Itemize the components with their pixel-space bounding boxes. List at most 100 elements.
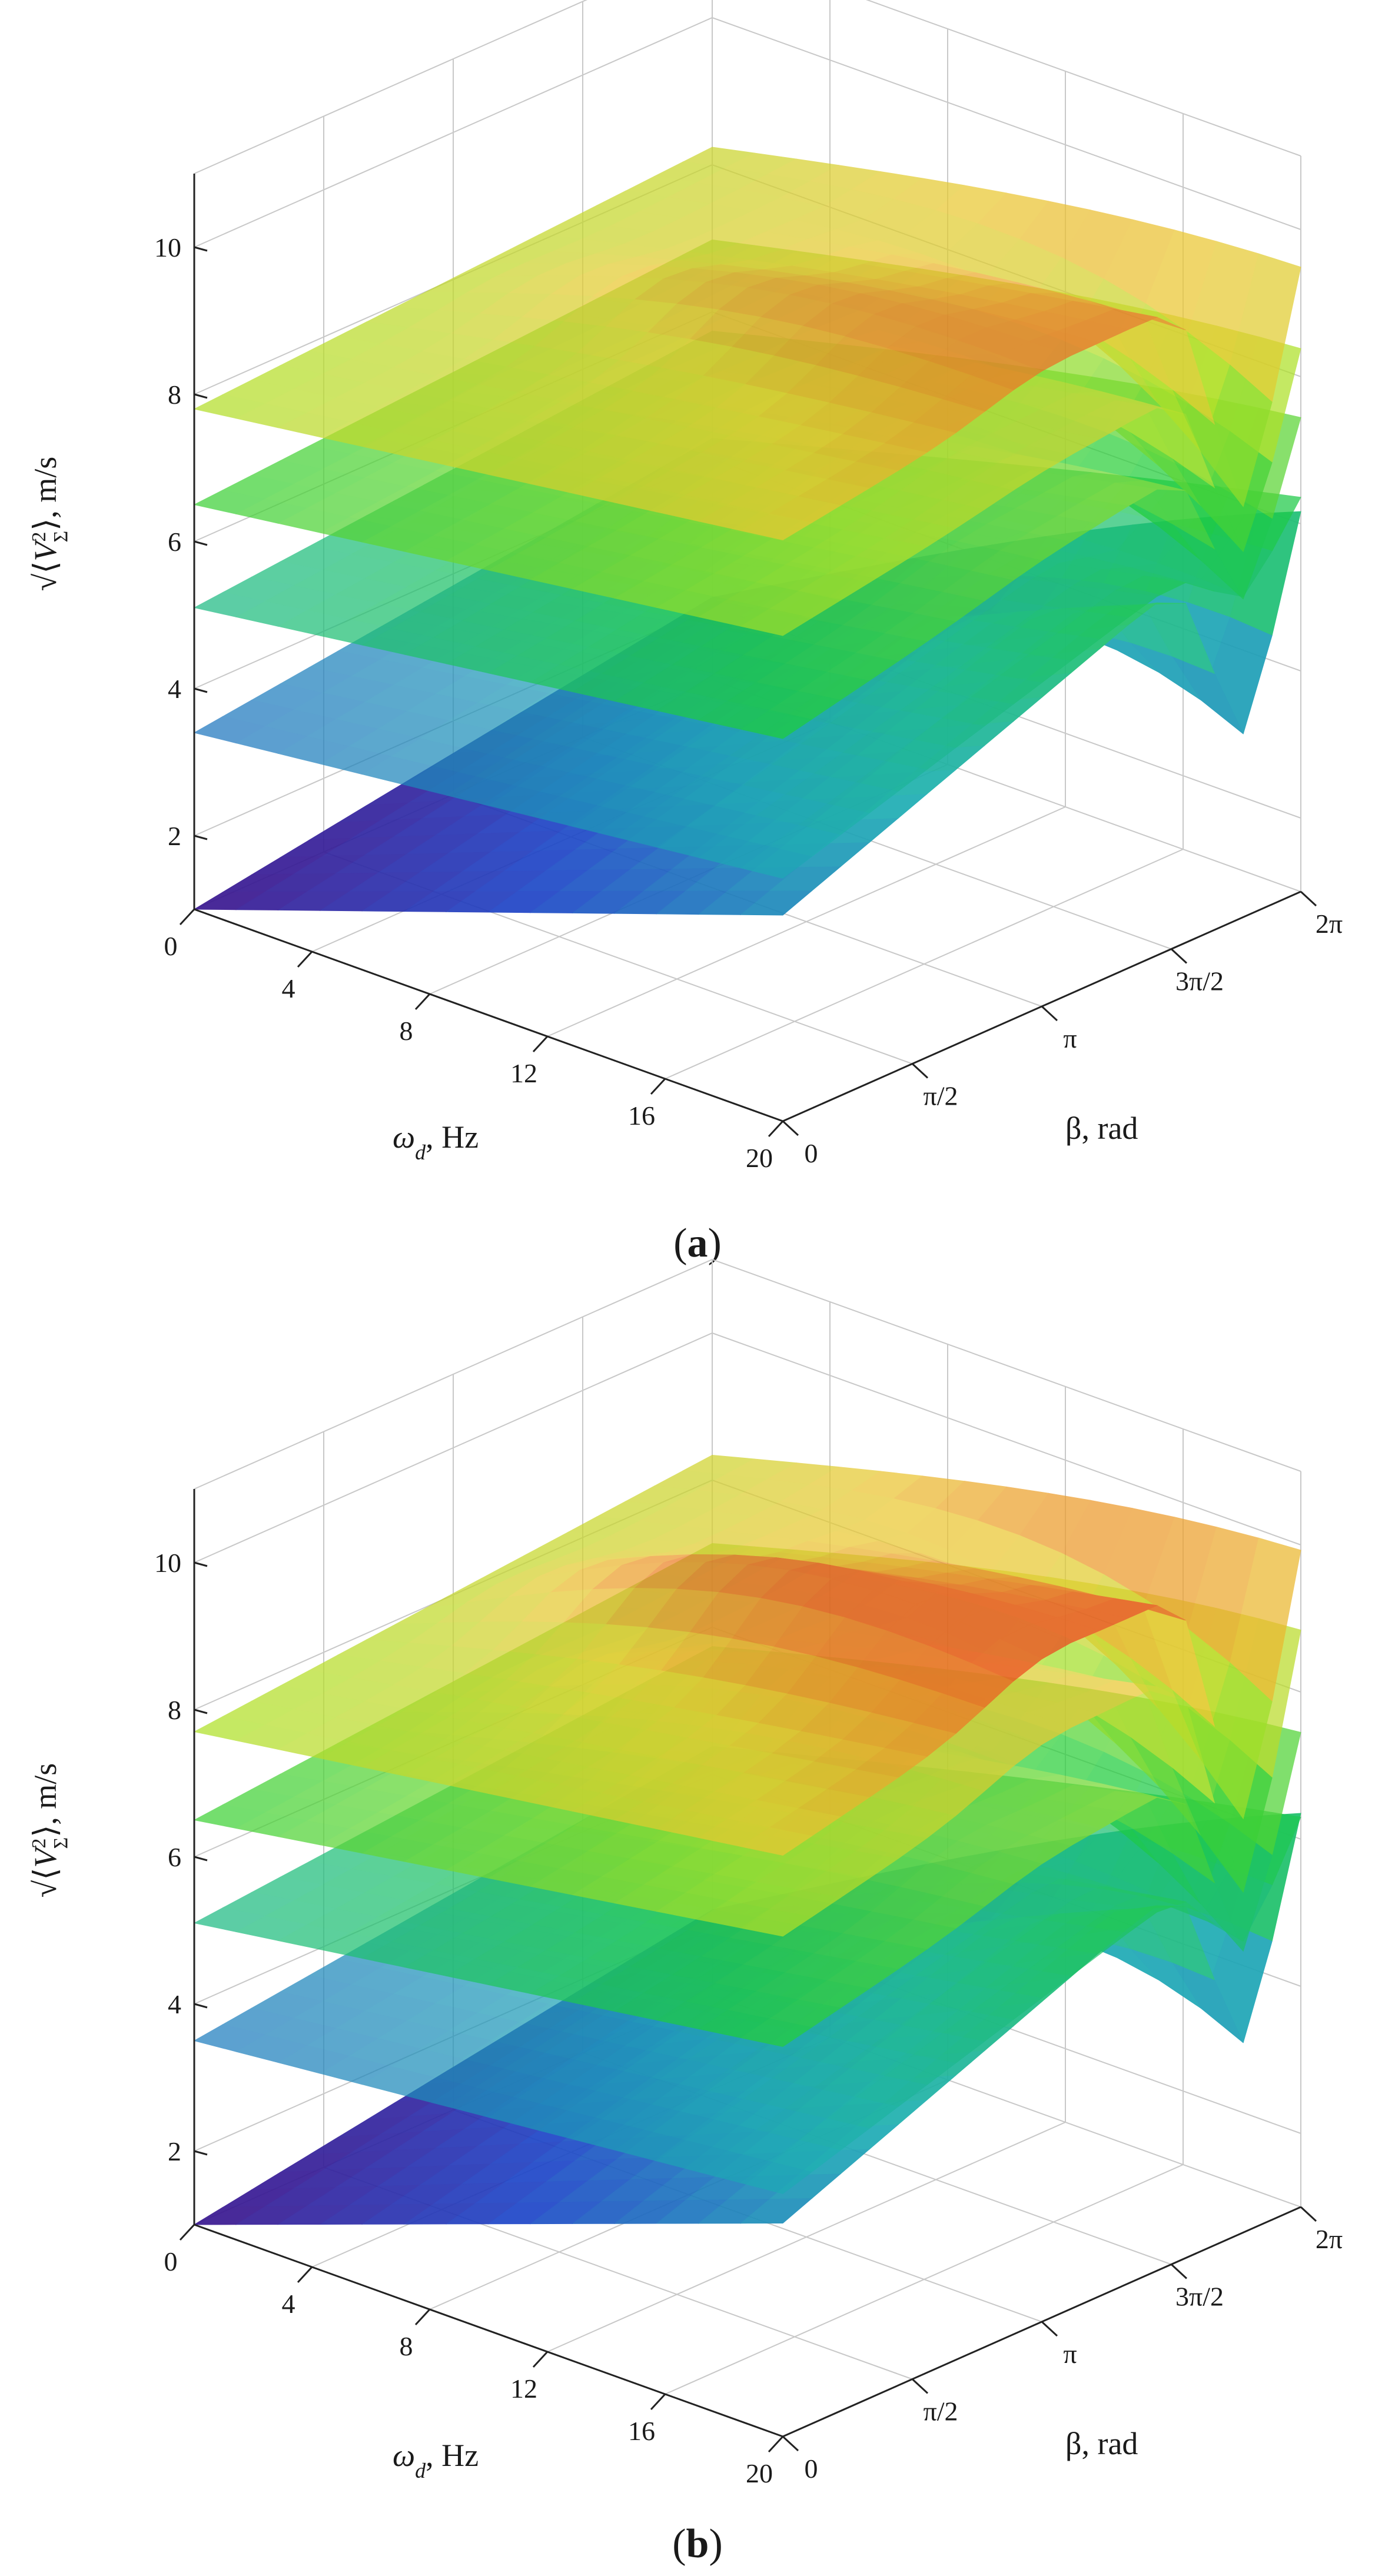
x-tick [179, 2223, 195, 2241]
panel-caption-a: (a) [673, 1221, 722, 1266]
surface-cell [740, 608, 813, 636]
z-tick-label: 6 [168, 1842, 181, 1872]
y-tick [911, 1063, 929, 1079]
y-tick [782, 1120, 799, 1136]
caption-open-paren: ( [673, 1221, 687, 1266]
x-axis-label: ωd, Hz [393, 1119, 479, 1164]
x-label-part-1: d [415, 1141, 426, 1164]
x-tick-label: 12 [510, 2374, 537, 2404]
y-tick [782, 2435, 799, 2452]
x-tick [179, 908, 195, 926]
z-tick-label: 10 [154, 232, 181, 262]
z-label-part-3: 2 [28, 532, 50, 542]
surface-cell [740, 846, 813, 879]
z-tick-label: 4 [168, 674, 181, 704]
x-label-part-2: , Hz [426, 2438, 479, 2473]
y-tick-label: 0 [805, 2454, 818, 2484]
x-tick [650, 1078, 666, 1095]
z-tick-label: 10 [154, 1548, 181, 1578]
caption-letter: b [686, 2521, 709, 2567]
surface-cell [740, 2198, 813, 2224]
x-tick [650, 2393, 666, 2411]
y-tick-label: 3π/2 [1175, 966, 1224, 996]
z-tick-label: 2 [168, 2136, 181, 2166]
z-tick-label: 2 [168, 821, 181, 851]
z-tick [194, 393, 208, 399]
surface-cell [740, 890, 813, 916]
surface-cell [740, 513, 813, 541]
x-tick [532, 1035, 549, 1053]
y-axis-label: β, rad [1065, 2426, 1138, 2461]
z-tick [194, 2003, 208, 2009]
surface-cell [740, 2161, 813, 2195]
z-label-part-2: V [28, 539, 63, 561]
z-label-part-6: , m/s [28, 457, 63, 518]
x-tick-label: 4 [282, 2289, 295, 2319]
z-label-part-0: √ [28, 573, 63, 591]
x-tick-label: 8 [400, 1016, 413, 1046]
x-tick-label: 16 [628, 2416, 655, 2446]
x-tick [297, 2266, 313, 2284]
caption-close-paren: ) [709, 2521, 722, 2567]
frame-top [194, 1258, 1301, 1490]
z-tick-label: 6 [168, 527, 181, 557]
surfaces [193, 147, 1301, 916]
x-axis-line [194, 908, 783, 1122]
x-tick [768, 2435, 784, 2453]
x-label-part-0: ω [393, 2438, 415, 2473]
y-tick-label: 0 [805, 1138, 818, 1168]
x-tick-label: 16 [628, 1101, 655, 1131]
x-tick [768, 1120, 784, 1138]
y-tick-label: 2π [1316, 2224, 1343, 2254]
x-tick-label: 20 [746, 1143, 773, 1173]
x-label-part-1: d [415, 2459, 426, 2482]
z-tick [194, 2150, 208, 2156]
surface-cell [740, 1909, 813, 1937]
z-tick-label: 8 [168, 1695, 181, 1725]
z-tick [194, 1709, 208, 1714]
y-tick [1170, 2263, 1188, 2279]
y-tick [1300, 2206, 1317, 2222]
x-tick-label: 20 [746, 2458, 773, 2488]
z-label-part-1: ⟨ [28, 1868, 63, 1880]
surface-series-5 [193, 1454, 1301, 1856]
x-tick [414, 2308, 431, 2326]
grid-line-z [194, 16, 1301, 248]
x-axis-line [194, 2223, 783, 2438]
z-tick-label: 4 [168, 1989, 181, 2019]
z-label-part-0: √ [28, 1880, 63, 1897]
x-tick-label: 0 [164, 2246, 178, 2276]
frame-top [194, 0, 1301, 174]
x-tick-label: 4 [282, 973, 295, 1003]
surface-cell [740, 710, 813, 739]
y-tick-label: π [1063, 2339, 1077, 2369]
caption-open-paren: ( [672, 2521, 686, 2567]
y-tick [1300, 890, 1317, 907]
y-tick-label: π/2 [923, 1081, 958, 1111]
y-tick [911, 2378, 929, 2394]
z-label-part-6: , m/s [28, 1763, 63, 1825]
x-label-part-2: , Hz [426, 1119, 479, 1155]
x-tick-label: 12 [510, 1058, 537, 1088]
z-tick [194, 1856, 208, 1862]
y-tick-label: π [1063, 1023, 1077, 1053]
y-tick-label: 2π [1316, 909, 1343, 939]
x-tick-label: 0 [164, 931, 178, 961]
z-label-part-5: ⟩ [28, 518, 63, 531]
surfaces [193, 1454, 1301, 2225]
z-label-part-4: Σ [50, 531, 72, 543]
z-label-part-4: Σ [50, 1837, 72, 1849]
x-axis-label: ωd, Hz [393, 2438, 479, 2482]
z-tick [194, 687, 208, 693]
surface-series-5 [193, 147, 1301, 541]
y-tick-label: 3π/2 [1175, 2282, 1224, 2312]
z-label-part-3: 2 [28, 1839, 50, 1849]
surface-cell [740, 2018, 813, 2047]
surface-cell [740, 1827, 813, 1856]
x-tick-label: 8 [400, 2331, 413, 2361]
y-tick-label: π/2 [923, 2396, 958, 2427]
z-axis-label: √⟨V2Σ⟩, m/s [28, 457, 72, 591]
y-tick [1170, 948, 1188, 964]
z-label-part-2: V [28, 1845, 63, 1868]
